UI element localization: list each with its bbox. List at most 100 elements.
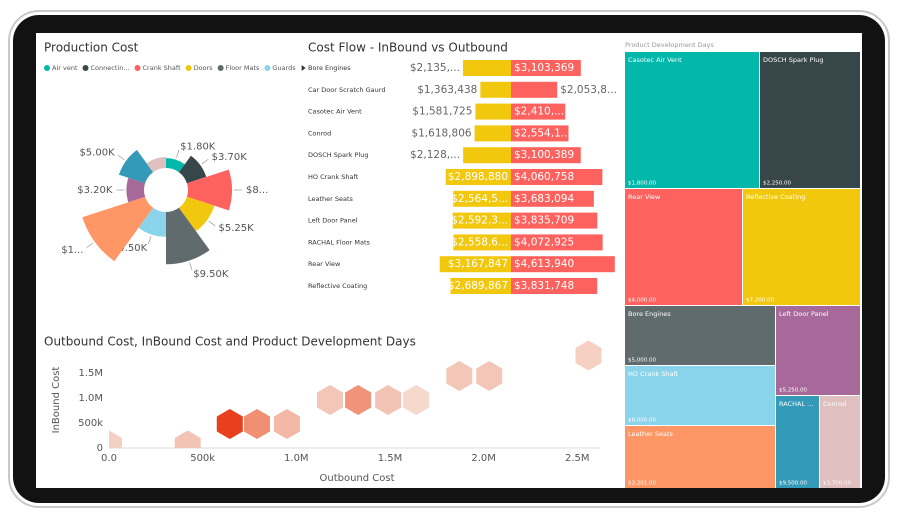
leader-line [189, 262, 193, 271]
tile-value: $3,201.00 [628, 481, 656, 487]
legend-label: Air vent [52, 64, 78, 72]
legend-label: Floor Mats [226, 64, 260, 72]
data-label: $2,135,... [410, 62, 460, 74]
tile-label: DOSCH Spark Plug [763, 56, 823, 64]
legend-arrow [301, 65, 306, 71]
data-label: $3.70K [212, 152, 248, 163]
bar [474, 125, 511, 142]
legend-label: Connectin... [91, 64, 130, 72]
rose-segment [178, 196, 215, 232]
data-label: $3,835,709 [514, 215, 574, 227]
data-label: $2,410,... [514, 106, 564, 118]
leader-line [86, 242, 94, 248]
rose-segment [118, 149, 154, 184]
data-label: $5.25K [218, 223, 254, 234]
data-label: $4,072,925 [514, 236, 574, 248]
legend-marker [44, 65, 50, 71]
category-label: Car Door Scratch Gaurd [308, 86, 385, 94]
chart-title: Product Development Days [625, 41, 714, 49]
bar [480, 81, 511, 98]
chart-title: Production Cost [44, 41, 139, 55]
data-label: $3,831,748 [514, 280, 574, 292]
data-label: $1,581,725 [412, 106, 472, 118]
hex-point [375, 385, 402, 415]
legend-marker [134, 65, 141, 71]
hex-plot [109, 340, 602, 448]
data-label: $3.20K [77, 185, 113, 196]
data-label: $2,053,8... [560, 84, 617, 96]
tile-label: Conrod [823, 400, 846, 408]
hex-point [216, 409, 243, 439]
data-label: $3,683,094 [514, 193, 574, 205]
legend-label: Doors [194, 64, 214, 72]
rose-segment [126, 177, 146, 203]
data-label: $5.00K [79, 148, 115, 159]
legend-marker [185, 65, 192, 71]
y-axis-title: InBound Cost [51, 367, 62, 434]
hex-point [244, 409, 270, 439]
hex-point [476, 361, 503, 391]
data-label: $2,558,6... [451, 236, 508, 248]
bar [511, 169, 603, 185]
bar [511, 190, 594, 207]
data-label: $3,100,389 [514, 149, 574, 161]
tile-value: $4,000.00 [628, 298, 656, 304]
category-label: Leather Seats [308, 195, 354, 203]
rose-segment [166, 207, 210, 265]
category-label: HO Crank Shaft [308, 173, 359, 181]
category-label: Bore Engines [308, 64, 351, 72]
leader-line [201, 158, 209, 165]
treemap-tile [743, 189, 860, 305]
hex-point [109, 430, 122, 448]
tile-value: $7,200.00 [746, 298, 774, 304]
x-tick-label: 2.5M [565, 453, 590, 464]
bar [511, 256, 615, 273]
bar [445, 169, 511, 185]
bar [511, 234, 603, 251]
bar [453, 234, 511, 251]
treemap-tile [625, 366, 775, 425]
data-label: $3,103,369 [514, 62, 574, 74]
tile-value: $1,800.00 [628, 181, 656, 187]
data-label: $2,128,... [410, 149, 460, 161]
treemap-tile [625, 52, 759, 188]
treemap-tile [776, 306, 860, 395]
hex-point [575, 340, 602, 371]
bar [439, 256, 511, 273]
treemap-tile [625, 426, 775, 488]
category-label: DOSCH Spark Plug [308, 151, 368, 159]
tile-label: Rear View [628, 193, 661, 201]
bar [450, 278, 511, 294]
leader-line [176, 150, 180, 158]
bar [511, 81, 558, 98]
bar [511, 212, 598, 229]
category-label: Conrod [308, 129, 331, 137]
hex-point [403, 385, 430, 415]
bar [462, 60, 511, 76]
bar [511, 278, 598, 294]
rose-segment [166, 158, 185, 173]
category-label: RACHAL Floor Mats [308, 238, 371, 246]
bar [475, 103, 511, 120]
y-tick-label: 0 [97, 443, 103, 454]
treemap-tile [760, 52, 860, 188]
tile-value: $8,000.00 [628, 418, 656, 424]
rose-segment [178, 155, 207, 184]
legend-marker [264, 65, 271, 71]
rose-segment [186, 169, 232, 211]
legend-label: Crank Shaft [143, 64, 182, 72]
legend-marker [217, 65, 224, 71]
tile-label: RACHAL ... [779, 400, 813, 408]
legend-label: Guards [272, 64, 296, 72]
chart-title: Cost Flow - InBound vs Outbound [308, 41, 508, 55]
rose-segment [138, 207, 166, 237]
treemap-tile [776, 396, 819, 488]
bar [511, 103, 566, 120]
tile-value: $3,700.00 [823, 481, 851, 487]
data-label: $1.80K [180, 141, 216, 152]
chart-title: Outbound Cost, InBound Cost and Product … [44, 335, 416, 349]
x-tick-label: 0.0 [101, 453, 117, 464]
data-label: $8... [246, 185, 268, 196]
data-label: $4,613,940 [514, 258, 574, 270]
